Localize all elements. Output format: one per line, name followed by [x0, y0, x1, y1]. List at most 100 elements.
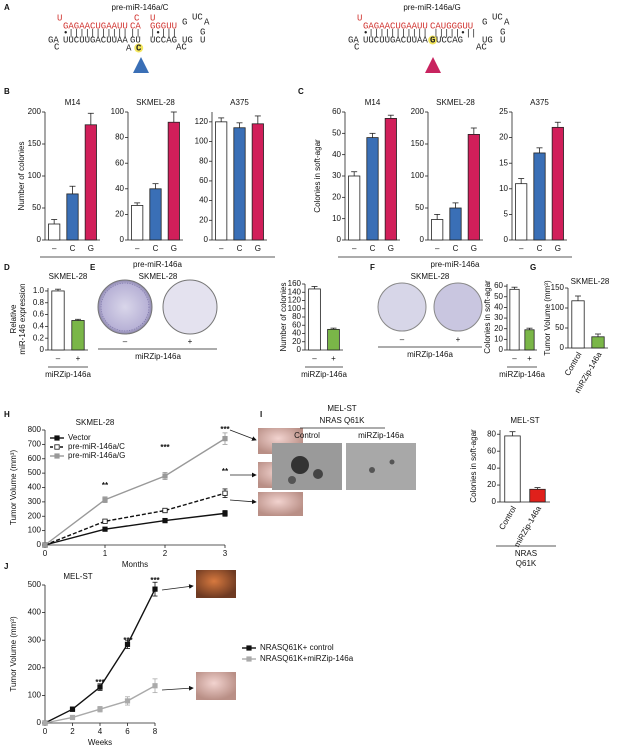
- y-tick-label: 150: [411, 139, 425, 148]
- panel-letter: D: [4, 263, 10, 272]
- x-tick-label: C: [70, 244, 76, 253]
- variant-arrow: [425, 57, 441, 73]
- y-tick-label: 40: [292, 329, 301, 338]
- annotation: ***: [150, 576, 160, 585]
- legend-marker: [246, 656, 252, 662]
- y-tick-label: 60: [494, 281, 503, 290]
- sequence: UC: [192, 12, 203, 22]
- sequence: GAGAACUGAAUU: [363, 21, 428, 31]
- bar: [467, 133, 480, 241]
- legend-label: NRASQ61K+miRZip-146a: [260, 654, 354, 663]
- sequence: C: [136, 43, 142, 53]
- y-axis-label: Tumor Volume (mm³): [9, 616, 18, 692]
- y-axis-label: Tumor Volume (mm³): [543, 280, 552, 356]
- y-tick-label: 50: [494, 292, 503, 301]
- y-tick-label: 30: [494, 313, 503, 322]
- y-tick-label: 100: [28, 171, 42, 180]
- series-line: [44, 438, 226, 546]
- y-axis-label: Number of colonies: [279, 283, 288, 352]
- photo-label: –: [400, 335, 405, 344]
- x-tick-label: 1: [103, 549, 108, 558]
- marker: [222, 510, 228, 516]
- bar: [551, 126, 564, 241]
- x-tick-label: G: [388, 244, 394, 253]
- sequence: UC: [492, 12, 503, 22]
- sequence: AC: [176, 42, 187, 52]
- bar: [167, 121, 180, 241]
- y-tick-label: 60: [487, 446, 496, 455]
- sequence: |•|||: [150, 28, 177, 38]
- panel-letter: H: [4, 410, 10, 419]
- y-tick-label: 500: [28, 468, 42, 477]
- y-tick-label: 0: [297, 345, 302, 354]
- panel-letter: E: [90, 263, 96, 272]
- y-tick-label: 400: [28, 608, 42, 617]
- chart-title: SKMEL-28: [571, 277, 610, 286]
- y-tick-label: 25: [499, 107, 508, 116]
- bar: [533, 152, 546, 241]
- annotation: ***: [220, 425, 230, 434]
- bar: [449, 207, 462, 241]
- sequence: GA: [48, 35, 59, 45]
- y-tick-label: 100: [111, 107, 125, 116]
- y-tick-label: 20: [292, 337, 301, 346]
- y-tick-label: 0: [337, 235, 342, 244]
- x-tick-label: Control: [563, 350, 584, 377]
- tumor-photo: [196, 570, 236, 700]
- pointer-arrow: [161, 685, 194, 691]
- chart-title: A375: [530, 98, 549, 107]
- chart-title: M14: [65, 98, 81, 107]
- bar: [524, 329, 535, 351]
- sequence: C: [54, 42, 60, 52]
- y-tick-label: 150: [28, 139, 42, 148]
- x-tick-label: –: [312, 354, 317, 363]
- y-tick-label: 120: [195, 117, 209, 126]
- y-tick-label: 10: [499, 184, 508, 193]
- y-tick-label: 0.8: [33, 298, 45, 307]
- panel-letter: A: [4, 3, 10, 12]
- pointer-arrow: [229, 429, 257, 441]
- x-tick-label: 4: [98, 727, 103, 736]
- photo-label: Control: [294, 431, 320, 440]
- sequence: GAGAACUGAAUU: [63, 21, 128, 31]
- bar: [131, 205, 144, 241]
- legend-marker: [54, 435, 60, 441]
- colony-photo: [97, 279, 218, 335]
- y-tick-label: 100: [28, 691, 42, 700]
- bar: [71, 320, 85, 351]
- marker: [124, 641, 131, 647]
- y-tick-label: 0: [37, 540, 42, 549]
- photo-label: –: [123, 337, 128, 346]
- y-tick-label: 200: [28, 663, 42, 672]
- y-tick-label: 50: [332, 128, 341, 137]
- y-tick-label: 50: [555, 323, 564, 332]
- marker: [222, 490, 228, 496]
- y-tick-label: 10: [494, 334, 503, 343]
- sequence: G: [482, 17, 487, 27]
- colony-photo: [272, 443, 416, 490]
- photo-xlabel: miRZip-146a: [407, 350, 453, 359]
- sequence: G: [200, 27, 205, 37]
- bar: [327, 328, 340, 351]
- sequence: GU: [130, 35, 141, 45]
- sequence: G: [430, 35, 435, 45]
- sequence: •|||||||||||: [63, 28, 128, 38]
- bar: [366, 137, 379, 241]
- bar: [384, 118, 397, 241]
- y-tick-label: 200: [28, 107, 42, 116]
- marker: [152, 683, 158, 689]
- y-tick-label: 100: [28, 526, 42, 535]
- bar: [529, 488, 546, 503]
- sequence: C: [134, 13, 140, 23]
- sequence: G: [182, 17, 187, 27]
- series-line: [44, 512, 226, 546]
- chart-title: SKMEL-28: [136, 98, 175, 107]
- legend-label: pre-miR-146a/C: [68, 442, 125, 451]
- y-tick-label: 20: [487, 480, 496, 489]
- sequence: G: [500, 27, 505, 37]
- chart-title: A375: [230, 98, 249, 107]
- annotation: **: [222, 467, 229, 476]
- photo-title: MEL-ST: [327, 404, 356, 413]
- y-tick-label: 700: [28, 439, 42, 448]
- x-tick-label: –: [135, 244, 140, 253]
